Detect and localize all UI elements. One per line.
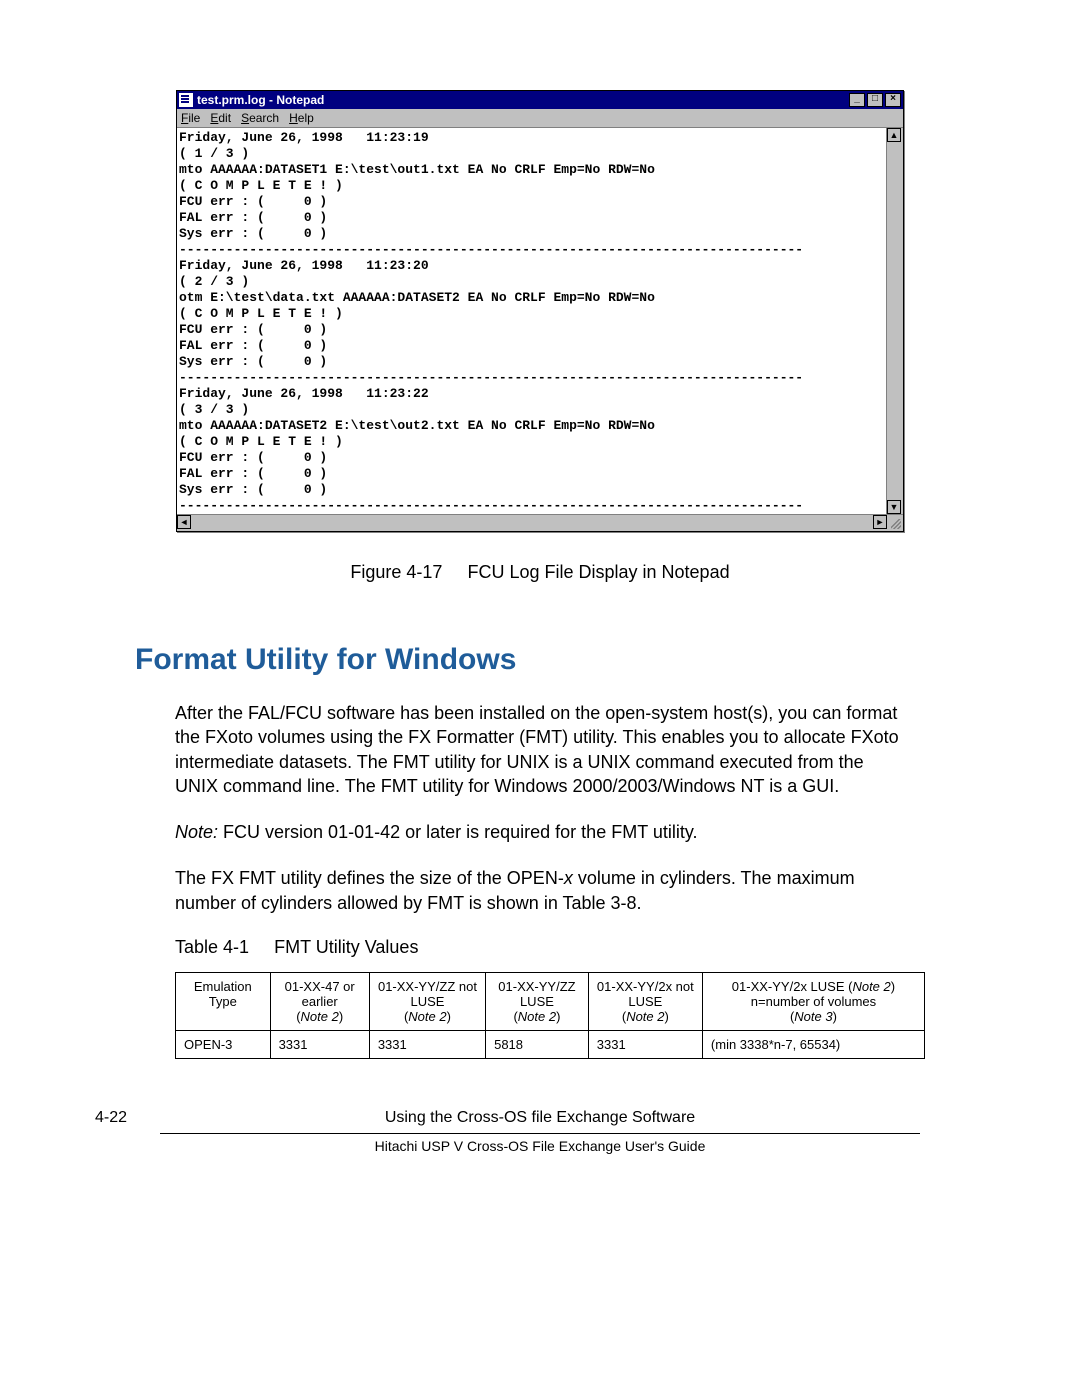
horizontal-scrollbar[interactable]: ◄ ► — [177, 514, 903, 531]
scroll-up-icon[interactable]: ▲ — [887, 128, 901, 142]
para3x: x — [564, 868, 573, 888]
cell-5: (min 3338*n-7, 65534) — [702, 1031, 924, 1059]
vertical-scrollbar[interactable]: ▲ ▼ — [886, 128, 903, 514]
scroll-down-icon[interactable]: ▼ — [887, 500, 901, 514]
scroll-right-icon[interactable]: ► — [873, 515, 887, 529]
fmt-table: Emulation Type 01-XX-47 or earlier (Note… — [175, 972, 925, 1059]
paragraph-1: After the FAL/FCU software has been inst… — [175, 701, 905, 798]
resize-grip-icon[interactable] — [887, 515, 903, 531]
cell-emulation: OPEN-3 — [176, 1031, 271, 1059]
document-icon — [179, 93, 193, 107]
menu-help[interactable]: Help — [289, 111, 314, 125]
menu-file[interactable]: File — [181, 111, 200, 125]
footer-line2: Hitachi USP V Cross-OS File Exchange Use… — [160, 1133, 920, 1154]
page-number: 4-22 — [95, 1109, 127, 1127]
col-emulation-type: Emulation Type — [176, 973, 271, 1031]
section-title: Format Utility for Windows — [135, 643, 985, 677]
col-1: 01-XX-47 or earlier (Note 2) — [270, 973, 369, 1031]
close-button[interactable]: × — [885, 93, 901, 107]
figure-text: FCU Log File Display in Notepad — [467, 562, 729, 582]
cell-3: 5818 — [486, 1031, 589, 1059]
cell-2: 3331 — [369, 1031, 485, 1059]
figure-caption: Figure 4-17 FCU Log File Display in Note… — [95, 562, 985, 583]
paragraph-3: The FX FMT utility defines the size of t… — [175, 866, 905, 915]
minimize-button[interactable]: _ — [849, 93, 865, 107]
col-4: 01-XX-YY/2x not LUSE (Note 2) — [588, 973, 702, 1031]
col-2: 01-XX-YY/ZZ not LUSE (Note 2) — [369, 973, 485, 1031]
para3a: The FX FMT utility defines the size of t… — [175, 868, 564, 888]
maximize-button[interactable]: □ — [867, 93, 883, 107]
paragraph-note: Note: FCU version 01-01-42 or later is r… — [175, 820, 905, 844]
menu-search[interactable]: Search — [241, 111, 279, 125]
page-footer: 4-22 Using the Cross-OS file Exchange So… — [95, 1109, 985, 1154]
table-label: Table 4-1 — [175, 937, 249, 957]
window-title: test.prm.log - Notepad — [197, 93, 324, 107]
col-5: 01-XX-YY/2x LUSE (Note 2) n=number of vo… — [702, 973, 924, 1031]
menubar: File Edit Search Help — [177, 109, 903, 128]
table-caption: Table 4-1 FMT Utility Values — [175, 937, 985, 958]
table-text: FMT Utility Values — [274, 937, 418, 957]
notepad-window: test.prm.log - Notepad _ □ × File Edit S… — [176, 90, 904, 532]
editor-content[interactable]: Friday, June 26, 1998 11:23:19 ( 1 / 3 )… — [177, 128, 886, 514]
footer-line1: Using the Cross-OS file Exchange Softwar… — [385, 1109, 695, 1126]
table-header-row: Emulation Type 01-XX-47 or earlier (Note… — [176, 973, 925, 1031]
figure-label: Figure 4-17 — [350, 562, 442, 582]
note-text: FCU version 01-01-42 or later is require… — [218, 822, 698, 842]
note-label: Note: — [175, 822, 218, 842]
col-3: 01-XX-YY/ZZ LUSE (Note 2) — [486, 973, 589, 1031]
table-row: OPEN-3 3331 3331 5818 3331 (min 3338*n-7… — [176, 1031, 925, 1059]
cell-4: 3331 — [588, 1031, 702, 1059]
menu-edit[interactable]: Edit — [210, 111, 231, 125]
cell-1: 3331 — [270, 1031, 369, 1059]
titlebar[interactable]: test.prm.log - Notepad _ □ × — [177, 91, 903, 109]
scroll-left-icon[interactable]: ◄ — [177, 515, 191, 529]
